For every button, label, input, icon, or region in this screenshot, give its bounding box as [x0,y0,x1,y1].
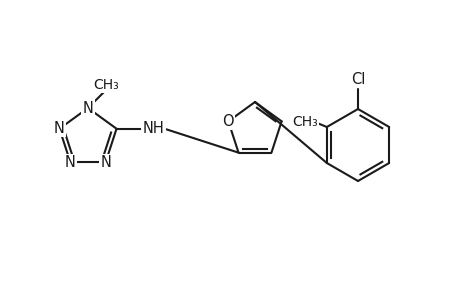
Text: CH₃: CH₃ [291,115,317,129]
Text: N: N [82,100,93,116]
Text: Cl: Cl [350,71,364,86]
Text: NH: NH [142,121,164,136]
Text: O: O [222,114,234,129]
Text: N: N [100,155,111,170]
Text: CH₃: CH₃ [93,78,118,92]
Text: N: N [65,155,76,170]
Text: N: N [54,121,65,136]
